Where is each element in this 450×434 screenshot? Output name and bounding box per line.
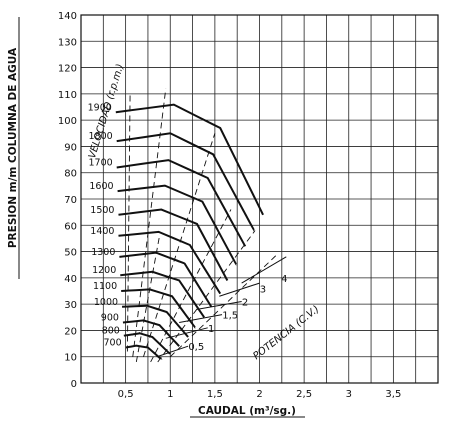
rpm-curve-1200 bbox=[120, 270, 205, 318]
power-line bbox=[179, 314, 223, 324]
y-tick-label: 110 bbox=[58, 90, 77, 101]
rpm-curve-800 bbox=[123, 332, 171, 355]
power-axis-label: POTENCIA (C.V.) bbox=[251, 304, 321, 362]
rpm-curve-1900 bbox=[115, 103, 264, 216]
power-line bbox=[156, 345, 189, 358]
x-tick-label: 3 bbox=[346, 389, 352, 400]
dashed-guide-line bbox=[143, 133, 216, 357]
dashed-guide-line bbox=[126, 93, 131, 352]
rpm-label: 800 bbox=[102, 326, 120, 337]
dashed-guide-line bbox=[157, 230, 256, 363]
y-tick-label: 40 bbox=[64, 274, 77, 285]
rpm-label: 1600 bbox=[89, 181, 113, 192]
x-tick-label: 2 bbox=[256, 389, 262, 400]
rpm-label: 1100 bbox=[93, 281, 117, 292]
x-tick-label: 1 bbox=[167, 389, 173, 400]
x-axis-label: CAUDAL (m³/sg.) bbox=[198, 405, 296, 417]
power-labels: 0,5 1 1,5 2 3 4 bbox=[188, 274, 287, 353]
dashed-guide-line bbox=[150, 209, 232, 363]
power-line bbox=[196, 301, 242, 310]
rpm-curve-1400 bbox=[118, 230, 222, 295]
rpm-label: 1300 bbox=[91, 247, 115, 258]
y-tick-label: 80 bbox=[64, 169, 77, 180]
rpm-curve-1700 bbox=[116, 159, 247, 247]
power-label: 1,5 bbox=[222, 311, 238, 322]
rpm-curve-1000 bbox=[122, 304, 189, 338]
y-tick-label: 90 bbox=[64, 142, 77, 153]
rpm-curve-1300 bbox=[119, 251, 213, 308]
y-tick-label: 100 bbox=[58, 116, 77, 127]
plot-frame bbox=[80, 14, 439, 384]
power-label: 2 bbox=[242, 298, 248, 309]
rpm-label: 700 bbox=[103, 338, 121, 349]
rpm-curve-1600 bbox=[117, 184, 238, 266]
grid-lines bbox=[80, 14, 439, 384]
rpm-curve-700 bbox=[125, 344, 162, 361]
rpm-label: 900 bbox=[101, 313, 119, 324]
x-tick-label: 3,5 bbox=[385, 389, 401, 400]
y-tick-label: 130 bbox=[58, 37, 77, 48]
rpm-label: 1500 bbox=[90, 205, 114, 216]
power-line bbox=[165, 327, 208, 339]
rpm-label: 1700 bbox=[89, 157, 113, 168]
y-tick-label: 30 bbox=[64, 300, 77, 311]
rpm-curve-900 bbox=[122, 319, 180, 348]
rpm-label: 1400 bbox=[90, 226, 114, 237]
y-tick-label: 60 bbox=[64, 221, 77, 232]
y-tick-label: 70 bbox=[64, 195, 77, 206]
y-tick-label: 140 bbox=[58, 11, 77, 22]
y-axis-label: PRESION m/m COLUMNA DE AGUA bbox=[7, 47, 19, 248]
rpm-label: 1200 bbox=[92, 265, 116, 276]
dashed-guide-lines bbox=[126, 88, 278, 363]
y-tick-label: 10 bbox=[64, 353, 77, 364]
dashed-guide-line bbox=[169, 253, 278, 358]
y-tick-label: 50 bbox=[64, 248, 77, 259]
rpm-curve-1500 bbox=[118, 208, 229, 282]
x-tick-label: 0,5 bbox=[118, 389, 134, 400]
y-tick-label: 20 bbox=[64, 326, 77, 337]
power-label: 0,5 bbox=[188, 342, 204, 353]
y-tick-labels: 0 10 20 30 40 50 60 70 80 90 100 110 120 130 140 bbox=[58, 11, 77, 390]
rpm-curves bbox=[115, 103, 264, 361]
rpm-label: 1000 bbox=[94, 297, 118, 308]
rpm-label: 1900 bbox=[88, 102, 112, 113]
axes bbox=[80, 14, 439, 384]
rpm-curve-1800 bbox=[116, 132, 256, 232]
power-lines bbox=[156, 256, 287, 358]
rpm-label: 1800 bbox=[89, 131, 113, 142]
y-tick-label: 0 bbox=[71, 379, 77, 390]
x-tick-labels: 0,5 1 1,5 2 2,5 3 3,5 bbox=[118, 389, 402, 400]
x-tick-label: 1,5 bbox=[207, 389, 223, 400]
dashed-guide-line bbox=[135, 235, 160, 363]
power-label: 3 bbox=[260, 284, 266, 295]
rpm-curve-1100 bbox=[121, 288, 197, 329]
power-line bbox=[241, 256, 287, 284]
power-label: 1 bbox=[208, 324, 214, 335]
x-tick-label: 2,5 bbox=[296, 389, 312, 400]
power-label: 4 bbox=[281, 274, 287, 285]
power-line bbox=[219, 282, 260, 297]
y-tick-label: 120 bbox=[58, 64, 77, 75]
dashed-guide-line bbox=[132, 88, 167, 357]
